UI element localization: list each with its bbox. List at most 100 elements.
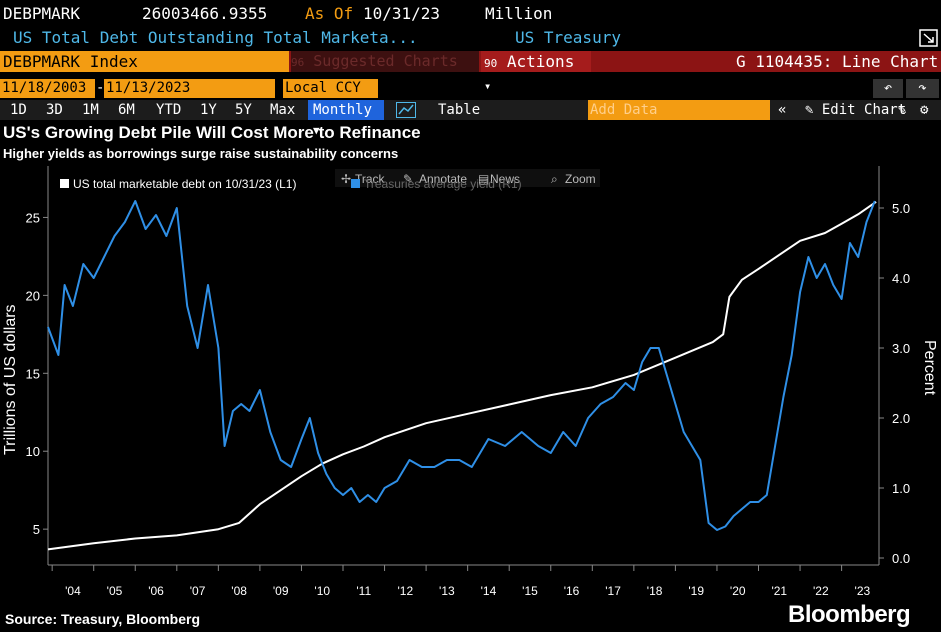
tool-annotate[interactable]: Annotate	[419, 172, 467, 186]
period-ytd[interactable]: YTD	[156, 102, 182, 118]
x-tick-label: '17	[605, 584, 621, 598]
left-tick-label: 15	[26, 366, 40, 381]
x-tick-label: '16	[564, 584, 580, 598]
x-tick-label: '06	[148, 584, 164, 598]
annotate-icon[interactable]: ✎	[403, 172, 413, 186]
asof-label: As Of	[305, 4, 354, 23]
popout-icon[interactable]	[919, 29, 939, 47]
series-line-debt	[47, 200, 877, 551]
period-1d[interactable]: 1D	[10, 102, 27, 118]
table-button[interactable]: Table	[438, 102, 481, 118]
undo-icon[interactable]: ↶	[873, 79, 903, 98]
tool-news[interactable]: News	[490, 172, 520, 186]
asof-date: 10/31/23	[363, 4, 441, 23]
period-1y[interactable]: 1Y	[200, 102, 217, 118]
legend-swatch-debt	[60, 179, 69, 188]
line-chart[interactable]: 5 10 15 20 25 0.0 1.0 2.0 3.0 4.0 5.0 '04 '05 '06 '07 '…	[0, 160, 941, 600]
left-tick-label: 25	[26, 210, 40, 225]
period-1m[interactable]: 1M	[82, 102, 99, 118]
settings-icon[interactable]: ⚙	[920, 102, 929, 118]
period-5y[interactable]: 5Y	[235, 102, 252, 118]
crosshair-icon[interactable]: ✢	[341, 172, 351, 186]
actions-menu[interactable]: 90 Actions ▾	[481, 51, 591, 93]
right-tick-label: 4.0	[892, 271, 910, 286]
units-label: Million	[485, 4, 553, 23]
right-tick-label: 0.0	[892, 551, 910, 566]
add-data-input[interactable]: Add Data	[588, 100, 770, 120]
x-tick-label: '04	[65, 584, 81, 598]
x-tick-label: '11	[356, 584, 371, 598]
x-tick-label: '21	[771, 584, 787, 598]
last-value: 26003466.9355	[142, 4, 268, 23]
suggested-label: Suggested Charts	[313, 52, 458, 70]
x-tick-label: '19	[688, 584, 704, 598]
x-tick-label: '10	[314, 584, 330, 598]
legend-swatch-yield	[351, 179, 360, 188]
pencil-icon: ✎	[805, 102, 814, 118]
zoom-icon[interactable]: ⌕	[551, 172, 558, 186]
right-tick-label: 5.0	[892, 201, 910, 216]
x-tick-label: '23	[855, 584, 871, 598]
pencil-edit-icon[interactable]: ✎	[898, 102, 907, 118]
x-tick-label: '18	[647, 584, 663, 598]
x-tick-label: '13	[439, 584, 455, 598]
suggested-number: 96	[291, 56, 305, 69]
left-tick-label: 20	[26, 288, 40, 303]
period-max[interactable]: Max	[270, 102, 296, 118]
ticker: DEBPMARK	[3, 4, 81, 23]
series-line-yield	[47, 200, 876, 531]
period-bar: 1D 3D 1M 6M YTD 1Y 5Y Max Monthly ▼ Tabl…	[0, 100, 941, 137]
left-tick-label: 10	[26, 444, 40, 459]
description-bar: US Total Debt Outstanding Total Marketa.…	[0, 27, 941, 49]
chart-id: G 1104435: Line Chart	[736, 52, 939, 71]
news-icon[interactable]: ▤	[478, 172, 489, 186]
source-note: Source: Treasury, Bloomberg	[5, 611, 201, 627]
left-axis-title: Trillions of US dollars	[2, 304, 19, 455]
end-date-input[interactable]: 11/13/2023	[104, 79, 275, 98]
tool-track[interactable]: Track	[355, 172, 386, 186]
x-tick-label: '12	[398, 584, 414, 598]
security-field[interactable]: DEBPMARK Index	[0, 51, 289, 72]
period-3d[interactable]: 3D	[46, 102, 63, 118]
x-tick-label: '08	[231, 584, 247, 598]
currency-select[interactable]: Local CCY	[283, 79, 378, 98]
right-axis-title: Percent	[921, 340, 938, 396]
period-6m[interactable]: 6M	[118, 102, 135, 118]
tool-zoom[interactable]: Zoom	[565, 172, 596, 186]
x-tick-label: '05	[107, 584, 123, 598]
security-header: DEBPMARK 26003466.9355 As Of 10/31/23 Mi…	[0, 2, 941, 24]
x-tick-label: '22	[813, 584, 829, 598]
chart-subtitle: Higher yields as borrowings surge raise …	[3, 146, 399, 161]
x-tick-label: '14	[481, 584, 497, 598]
frequency-label: Monthly	[313, 102, 373, 118]
security-description: US Total Debt Outstanding Total Marketa.…	[13, 28, 418, 47]
bloomberg-logo: Bloomberg	[788, 601, 911, 628]
line-chart-icon[interactable]	[396, 102, 416, 118]
right-tick-label: 3.0	[892, 341, 910, 356]
edit-chart-button[interactable]: ✎ Edit Chart	[805, 100, 906, 120]
legend-label-debt: US total marketable debt on 10/31/23 (L1…	[73, 177, 296, 191]
redo-icon[interactable]: ↷	[906, 79, 939, 98]
range-separator: -	[96, 80, 105, 96]
actions-label: Actions	[506, 52, 575, 71]
x-tick-label: '15	[522, 584, 538, 598]
x-tick-label: '20	[730, 584, 746, 598]
edit-chart-label: Edit Chart	[821, 102, 907, 118]
chart-tools: ✢ Track ✎ Annotate ▤ News ⌕ Zoom	[335, 169, 600, 187]
chart-title: US's Growing Debt Pile Will Cost More to…	[3, 123, 421, 142]
actions-number: 90	[484, 57, 498, 70]
x-tick-label: '07	[190, 584, 206, 598]
left-tick-label: 5	[33, 522, 40, 537]
x-tick-label: '09	[273, 584, 289, 598]
chevron-down-icon: ▾	[484, 79, 492, 93]
date-range-bar: 11/18/2003 - 11/13/2023 Local CCY ↶ ↷	[0, 79, 941, 98]
right-tick-label: 2.0	[892, 411, 910, 426]
toolbar: DEBPMARK Index 96 Suggested Charts 90 Ac…	[0, 51, 941, 93]
source-name: US Treasury	[515, 28, 621, 47]
frequency-select[interactable]: Monthly ▼	[308, 100, 384, 137]
legend-label-yield: Treasuries average yield (R1)	[364, 177, 522, 191]
collapse-icon[interactable]: «	[778, 102, 787, 118]
suggested-charts-button[interactable]: 96 Suggested Charts	[291, 51, 479, 72]
start-date-input[interactable]: 11/18/2003	[0, 79, 95, 98]
caret-down-icon: ▼	[313, 124, 320, 137]
